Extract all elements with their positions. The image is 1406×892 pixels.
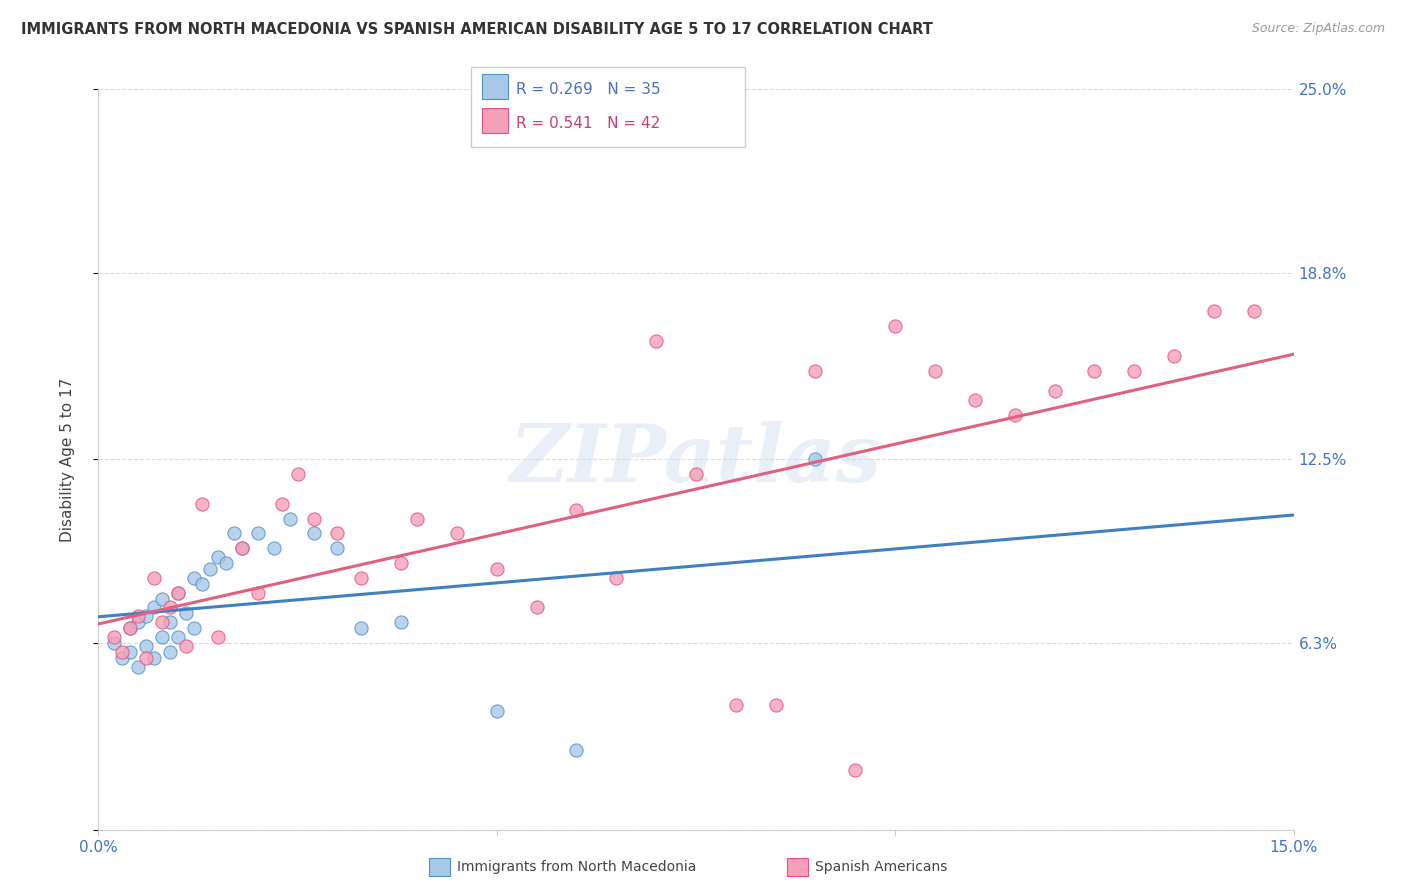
Point (159, 645, 181, 659)
Point (350, 571, 373, 585)
Text: R = 0.269   N = 35: R = 0.269 N = 35 (516, 82, 661, 97)
Point (963, 393, 986, 408)
Point (159, 600, 181, 615)
Point (127, 615, 149, 630)
Point (150, 615, 173, 630)
Point (120, 645, 142, 659)
Point (120, 621, 142, 635)
Point (263, 541, 285, 556)
Y-axis label: Disability Age 5 to 17: Disability Age 5 to 17 (60, 377, 75, 541)
Point (246, 585, 269, 599)
Point (485, 704, 508, 718)
Point (645, 334, 668, 348)
Point (565, 502, 588, 516)
Point (198, 562, 221, 576)
Point (103, 636, 125, 650)
Point (1043, 384, 1066, 399)
Point (924, 363, 946, 377)
Point (565, 742, 588, 756)
Point (127, 609, 149, 624)
Text: Spanish Americans: Spanish Americans (815, 860, 948, 874)
Point (191, 576, 214, 591)
Point (150, 630, 173, 644)
Point (207, 630, 229, 644)
Point (1202, 304, 1225, 318)
Point (231, 541, 253, 556)
Point (167, 585, 190, 599)
Point (207, 550, 229, 565)
Point (127, 659, 149, 673)
Point (804, 452, 827, 467)
Point (844, 764, 866, 778)
Point (135, 650, 157, 665)
Point (111, 645, 134, 659)
Point (485, 562, 508, 576)
Point (278, 511, 301, 525)
Point (765, 698, 787, 713)
Point (406, 511, 429, 525)
Point (446, 526, 468, 541)
Point (685, 467, 707, 482)
Text: ZIPatlas: ZIPatlas (510, 421, 882, 498)
Point (174, 607, 197, 621)
Point (143, 571, 166, 585)
Point (1083, 363, 1105, 377)
Point (135, 609, 157, 624)
Point (159, 615, 181, 630)
Text: R = 0.541   N = 42: R = 0.541 N = 42 (516, 116, 661, 131)
Point (167, 585, 190, 599)
Point (270, 497, 292, 511)
Point (302, 511, 325, 525)
Point (191, 497, 214, 511)
Point (326, 526, 349, 541)
Text: Source: ZipAtlas.com: Source: ZipAtlas.com (1251, 22, 1385, 36)
Point (389, 615, 412, 630)
Point (135, 639, 157, 653)
Text: IMMIGRANTS FROM NORTH MACEDONIA VS SPANISH AMERICAN DISABILITY AGE 5 TO 17 CORRE: IMMIGRANTS FROM NORTH MACEDONIA VS SPANI… (21, 22, 934, 37)
Point (884, 319, 907, 334)
Point (724, 698, 747, 713)
Point (1243, 304, 1265, 318)
Point (103, 630, 125, 644)
Point (174, 639, 197, 653)
Point (287, 467, 309, 482)
Point (605, 571, 627, 585)
Text: Immigrants from North Macedonia: Immigrants from North Macedonia (457, 860, 696, 874)
Point (183, 621, 205, 635)
Point (222, 526, 245, 541)
Point (183, 571, 205, 585)
Point (1123, 363, 1146, 377)
Point (143, 600, 166, 615)
Point (150, 591, 173, 606)
Point (389, 556, 412, 570)
Point (302, 526, 325, 541)
Point (526, 600, 548, 615)
Point (111, 650, 134, 665)
Point (143, 650, 166, 665)
Point (1004, 408, 1026, 422)
Point (215, 556, 238, 570)
Point (120, 621, 142, 635)
Point (167, 630, 190, 644)
Point (231, 541, 253, 556)
Point (350, 621, 373, 635)
Point (804, 363, 827, 377)
Point (326, 541, 349, 556)
Point (1163, 349, 1185, 363)
Point (246, 526, 269, 541)
